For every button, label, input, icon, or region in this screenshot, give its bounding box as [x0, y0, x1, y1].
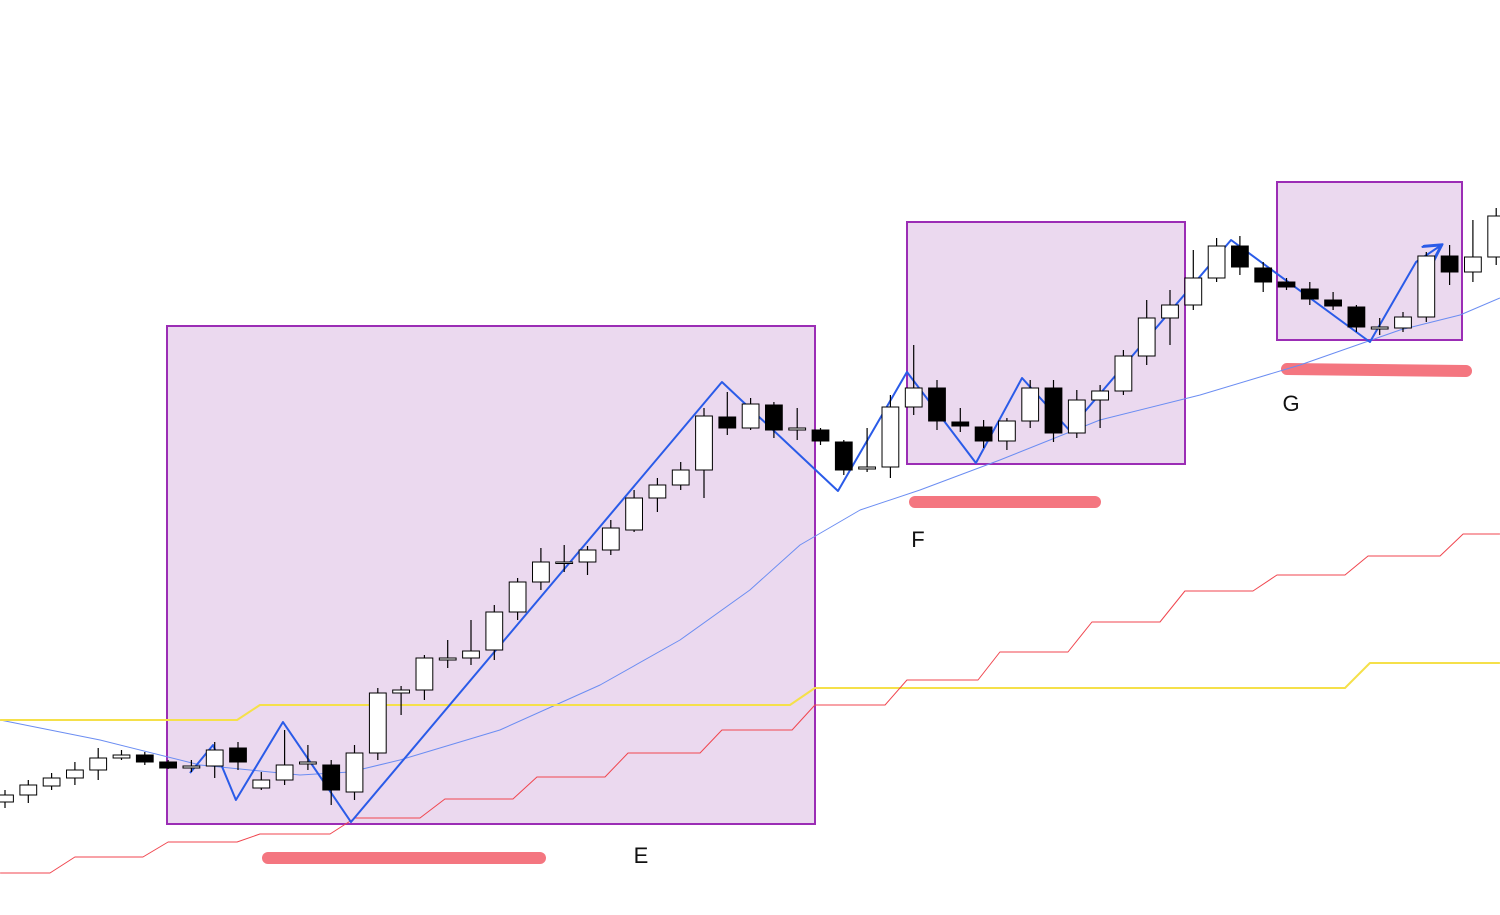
candle-body	[718, 416, 737, 429]
candle-body	[368, 692, 387, 754]
candle-body	[19, 784, 38, 796]
annotation: F	[911, 527, 924, 552]
candle-body	[1114, 355, 1133, 392]
candle-body	[1417, 255, 1436, 318]
support-bar	[1281, 363, 1472, 377]
candle-body	[182, 765, 201, 769]
candle-body	[741, 403, 760, 429]
highlight-box	[166, 325, 816, 825]
candle-body	[578, 549, 597, 563]
candle-body	[1347, 306, 1366, 328]
candle-body	[1324, 299, 1342, 307]
candle-body	[1091, 390, 1109, 401]
candle-body	[974, 426, 993, 442]
candle-body	[508, 581, 527, 613]
candle-body	[998, 420, 1016, 442]
candle-body	[438, 657, 457, 661]
candle-body	[1487, 215, 1500, 258]
candle-body	[485, 611, 504, 651]
candle-body	[811, 429, 830, 442]
candle-body	[858, 466, 876, 470]
candle-body	[322, 764, 341, 791]
indicator-line	[189, 239, 1440, 823]
candle-body	[89, 757, 108, 771]
candle-body	[1254, 267, 1273, 283]
candle-body	[788, 427, 807, 431]
candle-body	[112, 754, 131, 759]
candle-body	[834, 441, 853, 471]
candle-body	[928, 387, 946, 422]
candle-body	[415, 657, 434, 691]
candle-body	[1137, 317, 1156, 357]
candle-body	[135, 754, 154, 763]
candle-body	[1207, 245, 1226, 279]
annotation: E	[634, 843, 649, 868]
candle-body	[881, 406, 900, 468]
candle-body	[1300, 288, 1319, 300]
candle-body	[299, 761, 317, 765]
candle-body	[1161, 304, 1179, 319]
indicator-lines	[0, 239, 1500, 874]
candle-body	[1277, 281, 1296, 288]
candle-body	[1067, 399, 1086, 434]
candle-body	[671, 469, 690, 486]
candle-body	[625, 497, 643, 531]
candle-body	[159, 761, 177, 769]
candle-body	[275, 764, 294, 781]
candle-body	[1231, 245, 1249, 268]
candle-body	[951, 421, 970, 427]
candle-body	[555, 561, 574, 564]
candle-body	[229, 747, 247, 763]
candle-body	[66, 769, 84, 779]
candle-body	[1184, 277, 1203, 306]
candle-body	[345, 752, 364, 793]
candle-body	[42, 777, 61, 787]
candle-body	[601, 527, 620, 551]
indicator-line	[0, 662, 1500, 721]
candle-body	[462, 650, 480, 659]
candle-body	[1021, 387, 1040, 422]
candle-body	[1044, 387, 1063, 434]
candle-body	[1394, 316, 1412, 329]
candle-body	[1440, 255, 1459, 273]
candle-body	[392, 689, 410, 694]
plot	[0, 208, 1500, 874]
candle-body	[532, 561, 550, 583]
candle-body	[205, 749, 224, 767]
candle-body	[1370, 326, 1389, 330]
annotation: G	[1282, 391, 1299, 416]
candle-body	[648, 484, 667, 499]
candle-body	[904, 387, 923, 408]
candle-body	[765, 404, 783, 431]
candle-body	[695, 415, 713, 471]
candle-body	[252, 779, 271, 789]
indicator-line	[0, 533, 1500, 874]
indicator-line	[0, 297, 1500, 776]
candle-body	[1464, 256, 1482, 273]
candle-body	[0, 794, 14, 803]
